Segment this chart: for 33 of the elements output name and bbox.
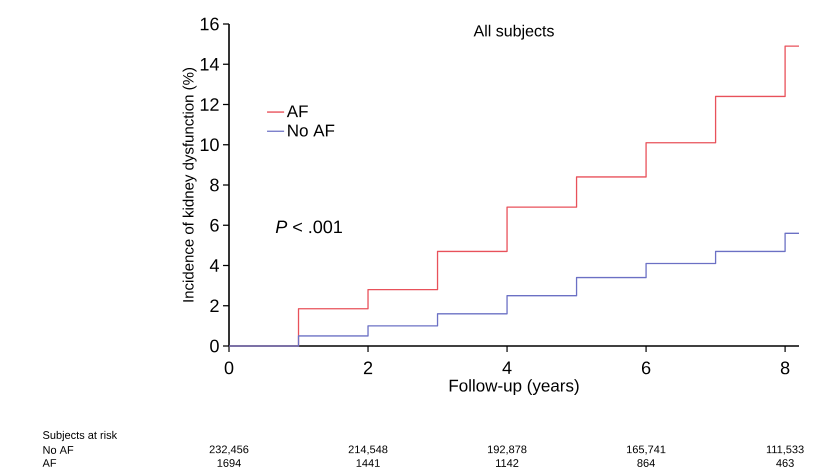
text: 165,741	[627, 445, 666, 455]
y-tick-label: 0	[210, 340, 219, 352]
y-tick-label: 10	[200, 138, 219, 152]
text: 1694	[218, 459, 241, 467]
x-tick-label: 0	[224, 362, 234, 374]
y-tick-label: 4	[210, 259, 219, 272]
x-axis-title: Follow-up (years)	[450, 379, 579, 395]
annotation: P < .001	[276, 220, 342, 234]
y-tick-label: 8	[210, 178, 219, 192]
y-tick-label: 16	[200, 18, 219, 30]
text: 1142	[496, 459, 518, 467]
y-tick-label: 6	[210, 218, 219, 232]
text: 111,533	[766, 445, 804, 455]
text: 232,456	[210, 445, 248, 455]
x-tick-label: 4	[502, 362, 512, 374]
text: 192,878	[488, 445, 526, 455]
text: 1441	[356, 459, 380, 467]
legend-label: AF	[286, 105, 308, 118]
x-tick-label: 8	[780, 362, 790, 374]
text: Subjects at risk	[43, 430, 118, 442]
text: 214,548	[348, 445, 388, 455]
text: 463	[776, 459, 794, 467]
text: AF	[42, 459, 56, 467]
y-tick-label: 2	[210, 299, 219, 312]
x-tick-label: 2	[364, 362, 372, 374]
text: 864	[637, 459, 655, 467]
y-tick-label: 12	[200, 98, 219, 111]
text: No AF	[43, 446, 74, 454]
legend-label: No AF	[288, 124, 334, 137]
x-tick-label: 6	[642, 362, 650, 374]
chart-title: All subjects	[474, 24, 554, 40]
y-tick-label: 14	[200, 58, 219, 70]
y-axis-title: Incidence of kidney dysfunction (%)	[182, 68, 197, 302]
